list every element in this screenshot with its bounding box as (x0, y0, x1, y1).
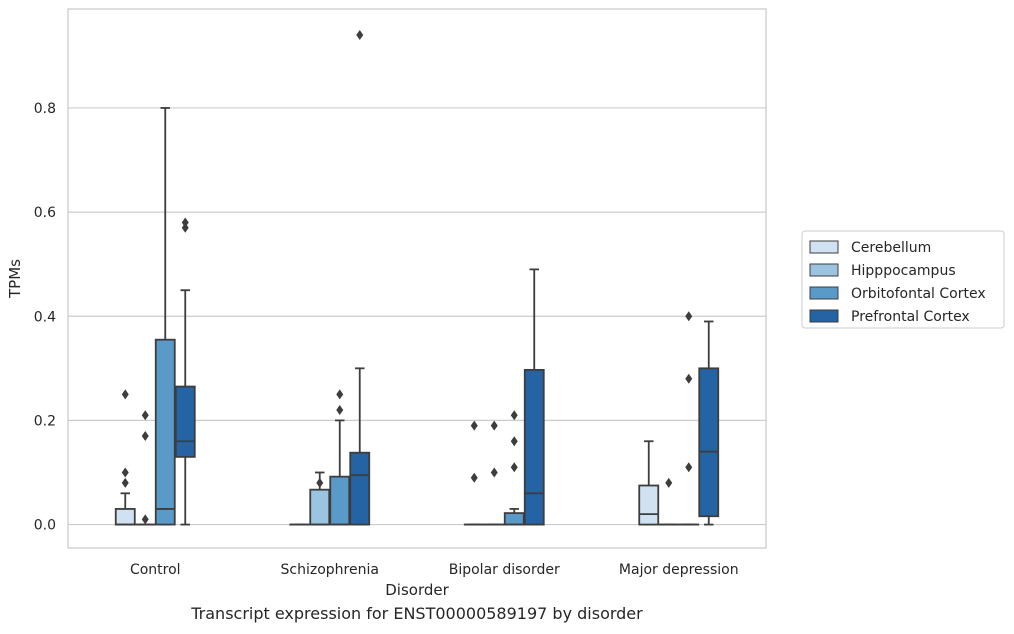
y-tick-label: 0.8 (34, 101, 56, 117)
box-prefrontal-cortex (349, 30, 371, 526)
box-plot: 0.0 0.2 0.4 0.6 0.8 Control Schizophrenia Bipo… (6, 8, 1005, 599)
legend-label: Hipppocampus (851, 263, 956, 279)
figure-caption: Transcript expression for ENST0000058919… (191, 604, 643, 623)
box-body (523, 368, 545, 526)
box-hipppocampus (309, 471, 331, 526)
outlier-point (121, 477, 129, 488)
legend-label: Orbitofontal Cortex (851, 286, 986, 302)
y-axis-ticks: 0.0 0.2 0.4 0.6 0.8 (34, 101, 56, 534)
legend-swatch (809, 240, 839, 254)
plot-area (114, 30, 720, 526)
x-tick-label: Control (130, 562, 181, 578)
y-axis-label: TPMs (6, 259, 24, 299)
outlier-point (470, 420, 478, 431)
legend-label: Prefrontal Cortex (851, 309, 970, 325)
plot-frame (67, 8, 767, 549)
outlier-point (510, 410, 518, 421)
outlier-point (121, 467, 129, 478)
outlier-point (316, 477, 324, 488)
box-prefrontal-cortex (523, 268, 545, 526)
outlier-point (356, 30, 364, 41)
outlier-point (685, 373, 693, 384)
outlier-point (490, 420, 498, 431)
legend-label: Cerebellum (851, 240, 931, 256)
box-hipppocampus (134, 410, 156, 526)
box-orbitofontal-cortex (503, 410, 525, 526)
box-hipppocampus (658, 477, 680, 526)
outlier-point (665, 477, 673, 488)
y-tick-label: 0.0 (34, 518, 56, 534)
outlier-point (685, 462, 693, 473)
box-body (329, 475, 351, 526)
outlier-point (336, 389, 344, 400)
x-axis-label: Disorder (385, 581, 449, 599)
outlier-point (490, 467, 498, 478)
box-prefrontal-cortex (698, 320, 720, 526)
box-prefrontal-cortex (174, 217, 196, 526)
box-body (309, 488, 331, 526)
box-orbitofontal-cortex (678, 311, 700, 526)
box-hipppocampus (483, 420, 505, 526)
outlier-point (181, 222, 189, 233)
outlier-point (141, 410, 149, 421)
outlier-point (510, 436, 518, 447)
outlier-point (141, 431, 149, 442)
legend-swatch (809, 263, 839, 277)
box-cerebellum (114, 389, 136, 526)
box-cerebellum (463, 420, 485, 526)
box-body (114, 508, 136, 526)
x-tick-label: Major depression (619, 562, 739, 578)
outlier-point (510, 462, 518, 473)
x-tick-label: Schizophrenia (281, 562, 379, 578)
box-body (503, 512, 525, 526)
box-body (174, 385, 196, 458)
x-tick-label: Bipolar disorder (449, 562, 560, 578)
outlier-point (470, 472, 478, 483)
outlier-point (121, 389, 129, 400)
box-body (154, 338, 176, 526)
outlier-point (336, 404, 344, 415)
box-orbitofontal-cortex (329, 389, 351, 526)
legend-frame (801, 230, 1005, 329)
outlier-point (141, 514, 149, 525)
box-body (349, 451, 371, 526)
y-tick-label: 0.4 (34, 309, 56, 325)
legend-swatch (809, 309, 839, 323)
outlier-point (181, 217, 189, 228)
legend: Cerebellum Hipppocampus Orbitofontal Corte… (801, 230, 1005, 329)
legend-swatch (809, 286, 839, 300)
x-axis-ticks: Control Schizophrenia Bipolar disorder Majo… (130, 562, 739, 578)
box-cerebellum (638, 440, 660, 526)
outlier-point (685, 311, 693, 322)
box-orbitofontal-cortex (154, 107, 176, 526)
box-body (698, 367, 720, 518)
y-tick-label: 0.2 (34, 413, 56, 429)
box-body (638, 484, 660, 526)
y-tick-label: 0.6 (34, 205, 56, 221)
